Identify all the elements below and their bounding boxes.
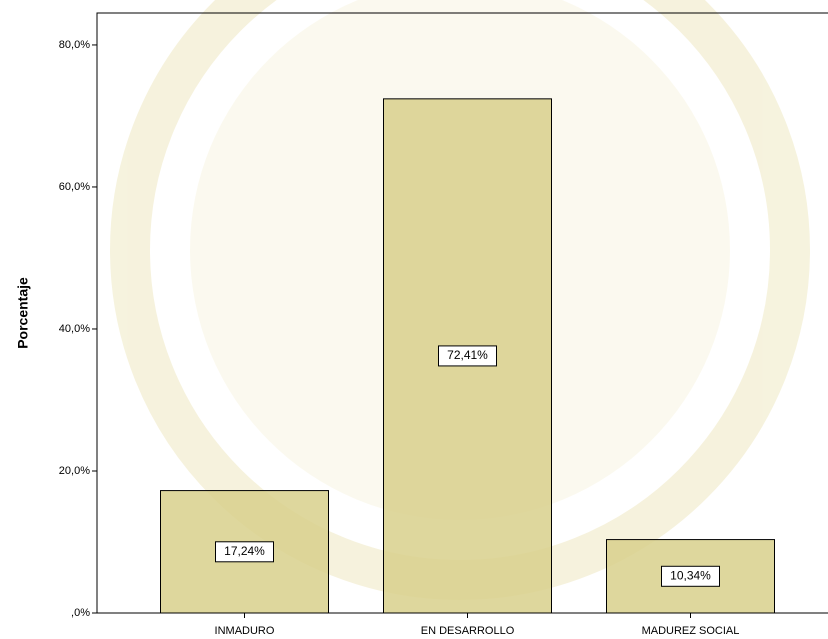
value-label: 17,24%: [224, 544, 265, 558]
value-label-box: [661, 565, 720, 587]
value-label: 10,34%: [670, 568, 711, 582]
bar: [606, 539, 775, 614]
y-tick-label: 80,0%: [59, 39, 90, 51]
y-tick-label: 60,0%: [59, 181, 90, 193]
x-tick-label: MADUREZ SOCIAL: [642, 625, 740, 637]
x-tick-label: INMADURO: [215, 625, 275, 637]
y-axis-label: Porcentaje: [15, 277, 31, 349]
y-tick-label: ,0%: [71, 607, 90, 619]
y-tick-label: 40,0%: [59, 323, 90, 335]
value-label: 72,41%: [447, 348, 488, 362]
y-tick-label: 20,0%: [59, 465, 90, 477]
x-tick-label: EN DESARROLLO: [421, 625, 515, 637]
value-label-box: [438, 345, 497, 367]
value-label-box: [215, 541, 274, 563]
